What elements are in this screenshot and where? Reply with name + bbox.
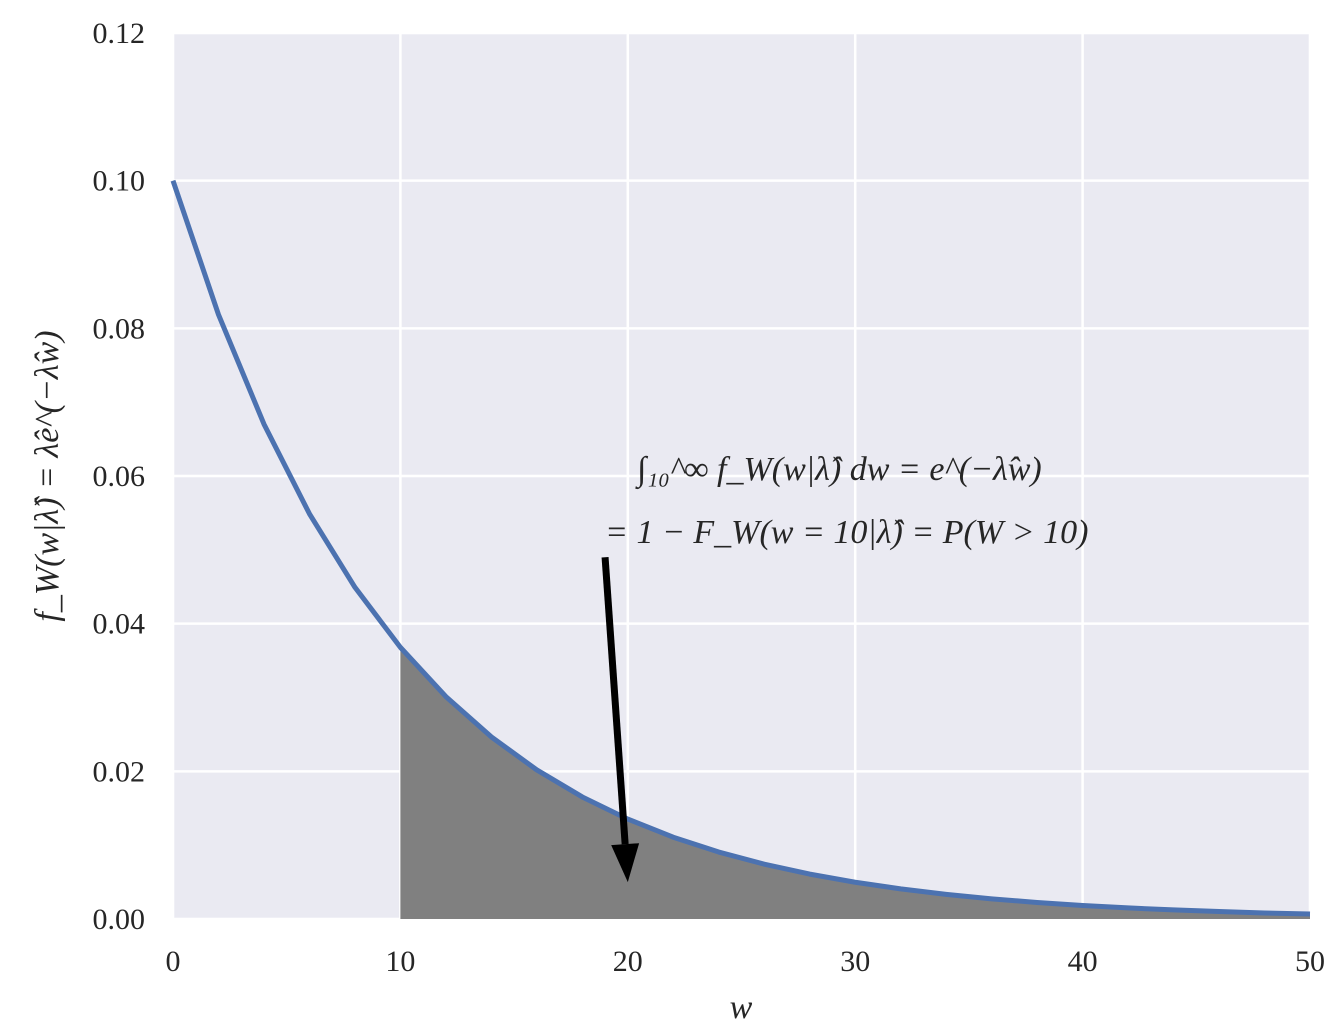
- x-tick-label: 10: [385, 945, 415, 978]
- x-tick-label: 20: [613, 945, 643, 978]
- y-tick-label: 0.04: [93, 608, 146, 641]
- y-tick-label: 0.00: [93, 903, 146, 936]
- x-tick-label: 40: [1068, 945, 1098, 978]
- y-tick-label: 0.02: [93, 755, 146, 788]
- y-tick-label: 0.10: [93, 165, 146, 198]
- y-tick-label: 0.06: [93, 460, 146, 493]
- y-axis-label: f_W(w|λ̂) = λ̂e^(−λ̂w): [29, 330, 66, 621]
- y-tick-label: 0.08: [93, 312, 146, 345]
- arrow-shaft: [601, 556, 629, 845]
- density-line: [170, 179, 1311, 917]
- x-tick-label: 50: [1295, 945, 1325, 978]
- annotation-line: ∫₁₀^∞ f_W(w|λ̂) dw = e^(−λ̂w): [635, 451, 1042, 490]
- annotation-line: = 1 − F_W(w = 10|λ̂) = P(W > 10): [605, 514, 1088, 551]
- x-axis-label: w: [730, 989, 753, 1026]
- x-tick-label: 0: [166, 945, 181, 978]
- annotation-layer: [601, 556, 640, 883]
- x-tick-label: 30: [840, 945, 870, 978]
- y-tick-label: 0.12: [93, 17, 146, 50]
- arrow-head: [611, 843, 640, 883]
